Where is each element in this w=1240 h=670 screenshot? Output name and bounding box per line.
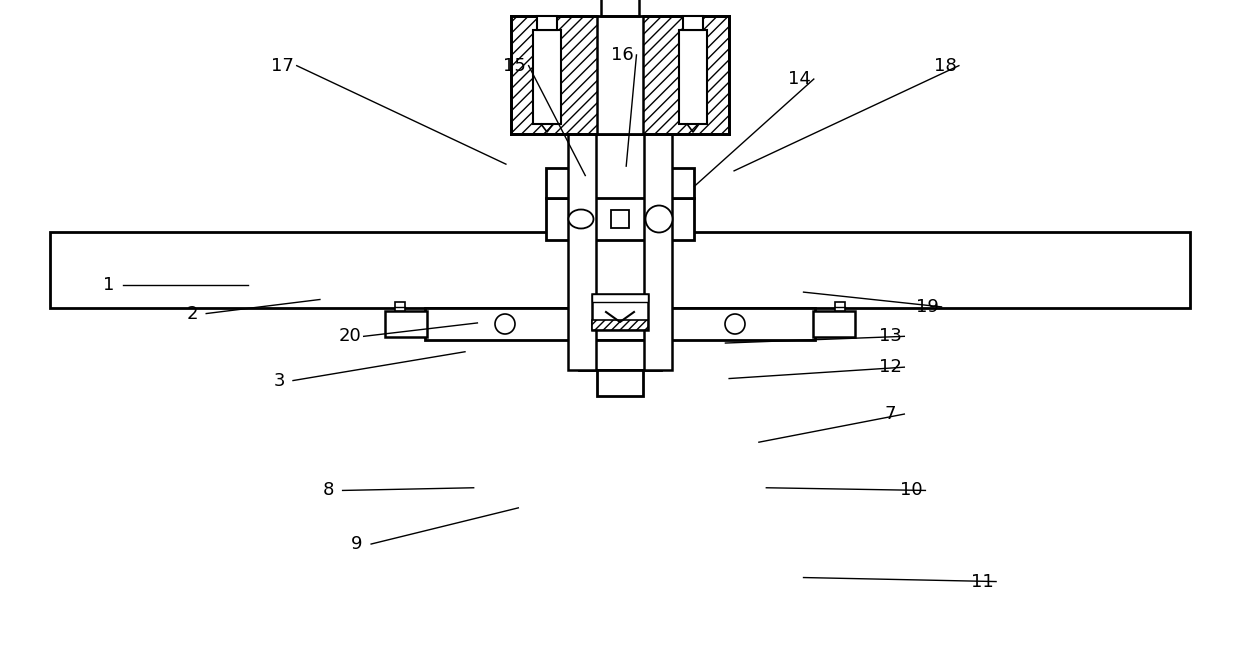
Bar: [601, 0, 639, 16]
Text: 3: 3: [273, 372, 285, 389]
Text: 7: 7: [884, 405, 897, 423]
Text: 1: 1: [103, 276, 115, 293]
Text: 14: 14: [789, 70, 811, 88]
Bar: [537, 16, 557, 30]
Ellipse shape: [568, 210, 594, 228]
Text: 13: 13: [879, 328, 901, 345]
Bar: [384, 311, 427, 337]
Text: 20: 20: [339, 328, 361, 345]
Bar: [533, 30, 560, 124]
Text: 10: 10: [900, 482, 923, 499]
Bar: [683, 16, 703, 30]
Bar: [511, 16, 729, 134]
Text: 12: 12: [879, 358, 901, 376]
Bar: [579, 340, 661, 370]
Bar: [546, 168, 574, 198]
Text: 16: 16: [611, 46, 634, 64]
Text: 11: 11: [971, 573, 993, 590]
Text: 18: 18: [934, 57, 956, 74]
Text: 15: 15: [503, 57, 526, 74]
Bar: [611, 210, 629, 228]
Text: 17: 17: [272, 57, 294, 74]
Text: 19: 19: [916, 298, 939, 316]
Bar: [425, 308, 815, 340]
Bar: [50, 232, 1190, 308]
Ellipse shape: [495, 314, 515, 334]
Bar: [596, 370, 644, 396]
Bar: [568, 130, 596, 370]
Bar: [644, 130, 672, 370]
Text: 8: 8: [322, 482, 335, 499]
Ellipse shape: [646, 206, 672, 232]
Bar: [591, 294, 649, 302]
Bar: [591, 294, 649, 330]
Bar: [835, 302, 844, 311]
Bar: [546, 198, 694, 240]
Bar: [596, 12, 644, 134]
Text: 2: 2: [186, 305, 198, 322]
Text: 9: 9: [351, 535, 363, 553]
Bar: [396, 302, 405, 311]
Bar: [591, 320, 649, 330]
Bar: [666, 168, 694, 198]
Ellipse shape: [725, 314, 745, 334]
Bar: [813, 311, 856, 337]
Bar: [680, 30, 707, 124]
